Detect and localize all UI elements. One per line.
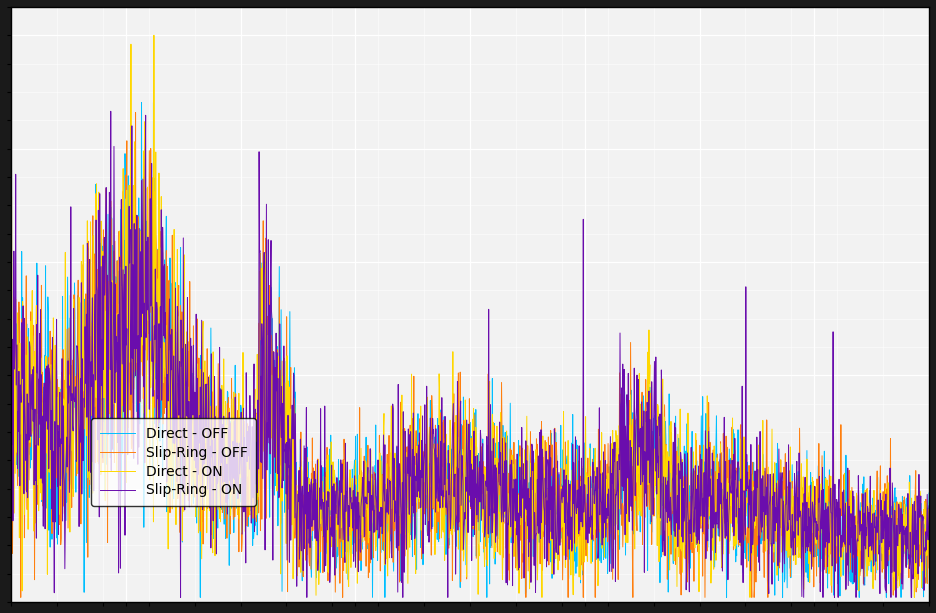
Slip-Ring - OFF xyxy=(429,487,440,494)
Slip-Ring - ON xyxy=(429,444,440,451)
Direct - OFF xyxy=(6,308,17,316)
Slip-Ring - ON xyxy=(898,555,909,562)
Slip-Ring - ON xyxy=(175,594,186,601)
Slip-Ring - ON xyxy=(453,465,464,473)
Line: Direct - ON: Direct - ON xyxy=(11,36,929,598)
Direct - ON xyxy=(148,32,159,39)
Direct - ON xyxy=(452,514,463,521)
Direct - OFF xyxy=(453,495,464,502)
Slip-Ring - ON xyxy=(924,502,935,509)
Slip-Ring - ON xyxy=(6,435,17,443)
Line: Slip-Ring - OFF: Slip-Ring - OFF xyxy=(11,113,929,598)
Slip-Ring - OFF xyxy=(6,338,17,345)
Slip-Ring - OFF xyxy=(729,492,740,500)
Line: Slip-Ring - ON: Slip-Ring - ON xyxy=(11,112,929,598)
Direct - OFF xyxy=(136,99,147,106)
Direct - ON xyxy=(52,394,64,401)
Direct - ON xyxy=(729,446,740,454)
Direct - ON xyxy=(6,216,17,223)
Direct - ON xyxy=(924,547,935,554)
Slip-Ring - ON xyxy=(898,585,909,593)
Legend: Direct - OFF, Slip-Ring - OFF, Direct - ON, Slip-Ring - ON: Direct - OFF, Slip-Ring - OFF, Direct - … xyxy=(92,419,256,506)
Slip-Ring - OFF xyxy=(15,594,26,601)
Direct - OFF xyxy=(898,522,909,530)
Direct - ON xyxy=(536,594,548,601)
Direct - OFF xyxy=(429,451,440,458)
Direct - ON xyxy=(898,533,909,540)
Direct - OFF xyxy=(195,594,206,601)
Direct - OFF xyxy=(924,489,935,497)
Slip-Ring - OFF xyxy=(52,457,64,464)
Direct - OFF xyxy=(898,504,909,512)
Direct - OFF xyxy=(52,487,64,494)
Slip-Ring - OFF xyxy=(898,553,909,560)
Line: Direct - OFF: Direct - OFF xyxy=(11,102,929,598)
Slip-Ring - ON xyxy=(729,435,740,442)
Slip-Ring - OFF xyxy=(924,565,935,572)
Slip-Ring - OFF xyxy=(898,497,909,504)
Slip-Ring - OFF xyxy=(453,369,464,376)
Direct - ON xyxy=(898,520,909,527)
Slip-Ring - OFF xyxy=(130,109,141,116)
Direct - OFF xyxy=(729,533,740,540)
Direct - ON xyxy=(428,452,439,459)
Slip-Ring - ON xyxy=(52,422,64,429)
Slip-Ring - ON xyxy=(105,108,116,115)
